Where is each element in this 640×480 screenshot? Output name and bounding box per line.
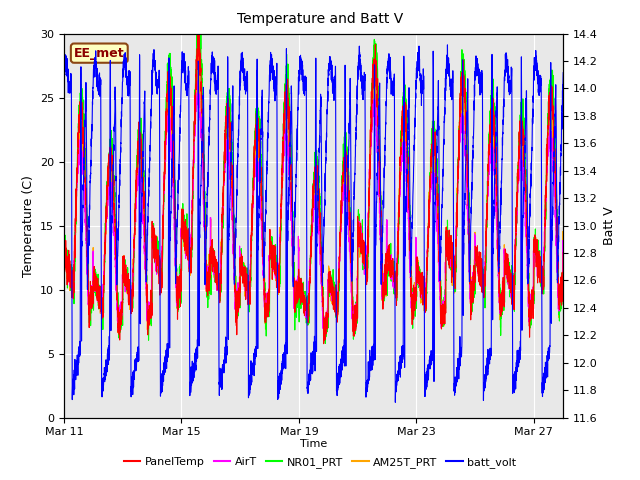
Y-axis label: Batt V: Batt V bbox=[604, 206, 616, 245]
Y-axis label: Temperature (C): Temperature (C) bbox=[22, 175, 35, 276]
Text: EE_met: EE_met bbox=[74, 47, 125, 60]
Legend: PanelTemp, AirT, NR01_PRT, AM25T_PRT, batt_volt: PanelTemp, AirT, NR01_PRT, AM25T_PRT, ba… bbox=[119, 452, 521, 472]
Text: Temperature and Batt V: Temperature and Batt V bbox=[237, 12, 403, 26]
X-axis label: Time: Time bbox=[300, 439, 327, 449]
